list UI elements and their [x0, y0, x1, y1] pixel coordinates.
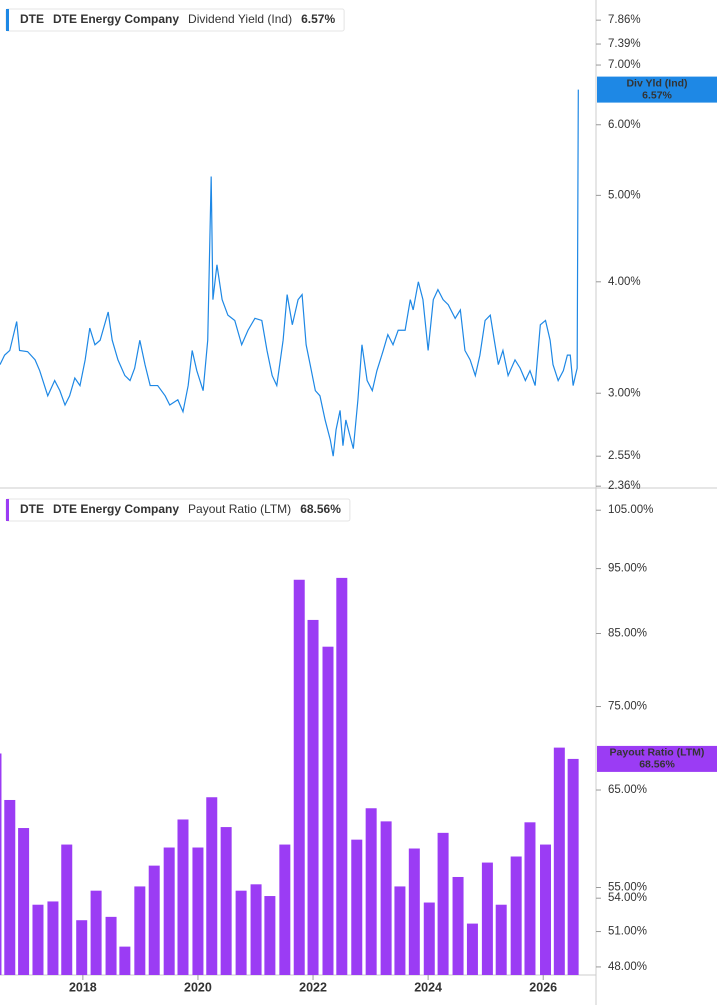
y-tick-label: 65.00%: [608, 784, 647, 796]
x-tick-label: 2022: [299, 980, 327, 994]
bar: [423, 902, 435, 975]
bar: [540, 844, 552, 975]
bar: [466, 923, 478, 975]
bar: [495, 904, 507, 975]
y-tick-label: 51.00%: [608, 926, 647, 938]
x-tick-label: 2020: [184, 980, 212, 994]
y-tick-label: 105.00%: [608, 504, 653, 516]
bar: [336, 577, 348, 975]
y-tick-label: 2.55%: [608, 450, 641, 462]
bar: [553, 747, 565, 975]
bar: [250, 884, 262, 975]
bar: [408, 848, 420, 975]
bar: [307, 619, 319, 975]
legend-swatch: [6, 499, 9, 521]
y-tick-label: 4.00%: [608, 276, 641, 288]
bar: [47, 901, 59, 975]
bar: [351, 839, 363, 975]
y-tick-label: 7.00%: [608, 59, 641, 71]
legend-swatch: [6, 9, 9, 31]
bar: [4, 799, 16, 975]
y-tick-label: 48.00%: [608, 961, 647, 973]
bar: [394, 886, 406, 975]
legend-value: 6.57%: [301, 12, 335, 26]
bar: [567, 758, 579, 975]
y-tick-label: 75.00%: [608, 701, 647, 713]
y-tick-label: 85.00%: [608, 628, 647, 640]
bar: [177, 819, 189, 975]
plot-area: [0, 577, 579, 975]
bar: [380, 821, 392, 975]
bar: [264, 896, 276, 975]
callout-value: 6.57%: [642, 89, 672, 101]
legend-ticker: DTE: [20, 12, 44, 26]
callout-label: Div Yld (Ind): [626, 77, 687, 89]
y-tick-label: 6.00%: [608, 119, 641, 131]
legend-series: Dividend Yield (Ind): [188, 12, 292, 26]
legend-company: DTE Energy Company: [53, 12, 179, 26]
bar: [0, 753, 2, 975]
bar: [279, 844, 291, 975]
y-tick-label: 95.00%: [608, 563, 647, 575]
x-tick-label: 2026: [529, 980, 557, 994]
y-tick-label: 2.36%: [608, 480, 641, 492]
bar: [32, 904, 44, 975]
y-tick-label: 3.00%: [608, 387, 641, 399]
bar: [206, 797, 218, 975]
y-tick-label: 54.00%: [608, 892, 647, 904]
x-tick-label: 2018: [69, 980, 97, 994]
bar: [220, 827, 232, 975]
value-callout: [597, 76, 717, 103]
bar: [524, 822, 536, 975]
bar: [90, 890, 102, 975]
bar: [322, 646, 334, 975]
plot-area: [0, 89, 579, 457]
bar: [452, 876, 464, 975]
bar: [481, 862, 493, 975]
line: [0, 89, 579, 457]
bar: [437, 832, 449, 975]
legend-company: DTE Energy Company: [53, 502, 179, 516]
bar: [148, 865, 160, 975]
bar: [134, 886, 146, 975]
x-tick-label: 2024: [414, 980, 442, 994]
legend-series: Payout Ratio (LTM): [188, 502, 291, 516]
callout-label: Payout Ratio (LTM): [610, 747, 705, 759]
callout-value: 68.56%: [639, 759, 675, 771]
legend-value: 68.56%: [300, 502, 341, 516]
bar: [119, 946, 131, 975]
value-callout: [597, 745, 717, 772]
y-tick-label: 5.00%: [608, 189, 641, 201]
bar: [105, 916, 117, 975]
bar: [192, 847, 204, 975]
bar: [365, 808, 377, 975]
bar: [163, 847, 175, 975]
bar: [18, 828, 30, 975]
y-tick-label: 7.39%: [608, 38, 641, 50]
y-tick-label: 55.00%: [608, 882, 647, 894]
bar: [235, 890, 247, 975]
y-tick-label: 7.86%: [608, 14, 641, 26]
bar: [76, 920, 88, 975]
bar: [61, 844, 73, 975]
legend-ticker: DTE: [20, 502, 44, 516]
bar: [293, 579, 305, 975]
bar: [510, 856, 522, 975]
